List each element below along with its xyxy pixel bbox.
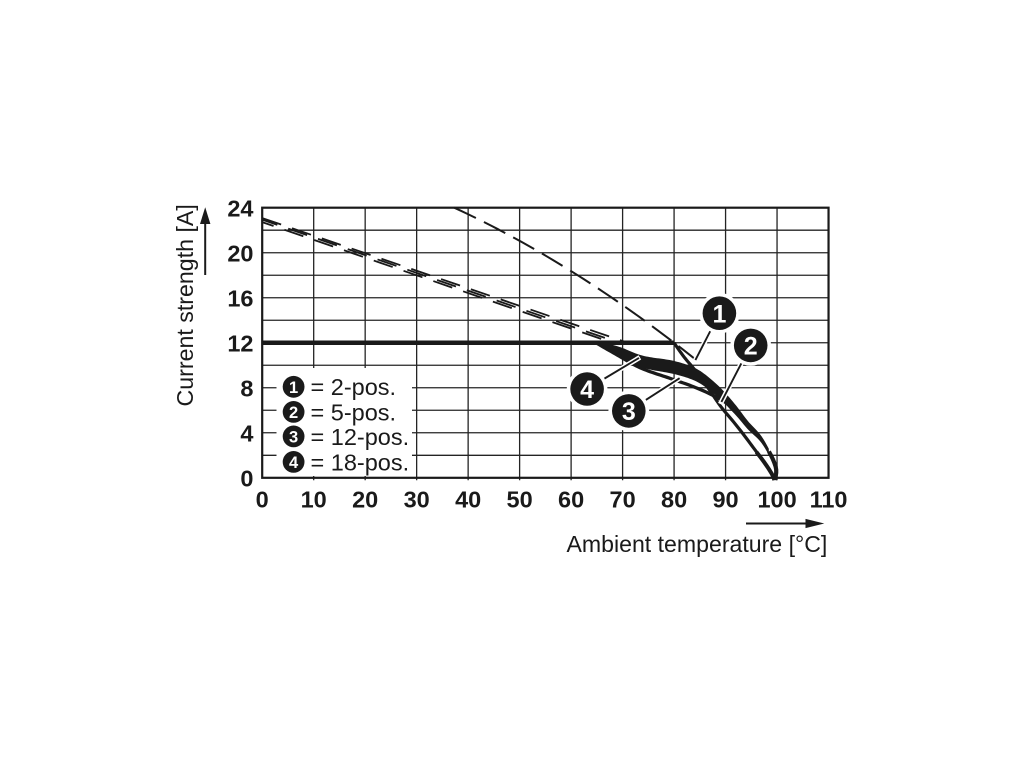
svg-text:2: 2 — [744, 333, 758, 361]
svg-text:100: 100 — [757, 487, 796, 513]
svg-text:Ambient temperature [°C]: Ambient temperature [°C] — [567, 531, 828, 557]
svg-text:0: 0 — [240, 465, 253, 491]
svg-text:24: 24 — [227, 195, 253, 221]
svg-text:110: 110 — [810, 487, 848, 513]
svg-text:= 12-pos.: = 12-pos. — [311, 424, 410, 450]
svg-text:3: 3 — [289, 428, 298, 446]
svg-text:1: 1 — [289, 379, 298, 397]
svg-text:4: 4 — [580, 376, 594, 404]
svg-text:3: 3 — [622, 398, 636, 426]
svg-text:= 2-pos.: = 2-pos. — [311, 374, 397, 400]
svg-text:4: 4 — [240, 420, 253, 446]
svg-text:80: 80 — [661, 487, 687, 513]
svg-text:16: 16 — [227, 285, 253, 311]
svg-text:90: 90 — [712, 487, 738, 513]
svg-text:8: 8 — [240, 375, 253, 401]
svg-text:10: 10 — [301, 487, 327, 513]
svg-text:12: 12 — [227, 330, 253, 356]
svg-text:60: 60 — [558, 487, 584, 513]
svg-text:20: 20 — [227, 240, 253, 266]
svg-text:30: 30 — [404, 487, 430, 513]
svg-text:Current strength [A]: Current strength [A] — [172, 204, 198, 406]
svg-text:2: 2 — [289, 404, 298, 422]
svg-text:40: 40 — [455, 487, 481, 513]
svg-text:70: 70 — [610, 487, 636, 513]
svg-text:0: 0 — [256, 487, 269, 513]
svg-text:20: 20 — [352, 487, 378, 513]
svg-text:= 18-pos.: = 18-pos. — [311, 449, 410, 475]
svg-text:1: 1 — [712, 300, 726, 328]
svg-text:= 5-pos.: = 5-pos. — [311, 399, 397, 425]
svg-text:4: 4 — [289, 454, 299, 472]
svg-text:50: 50 — [507, 487, 533, 513]
